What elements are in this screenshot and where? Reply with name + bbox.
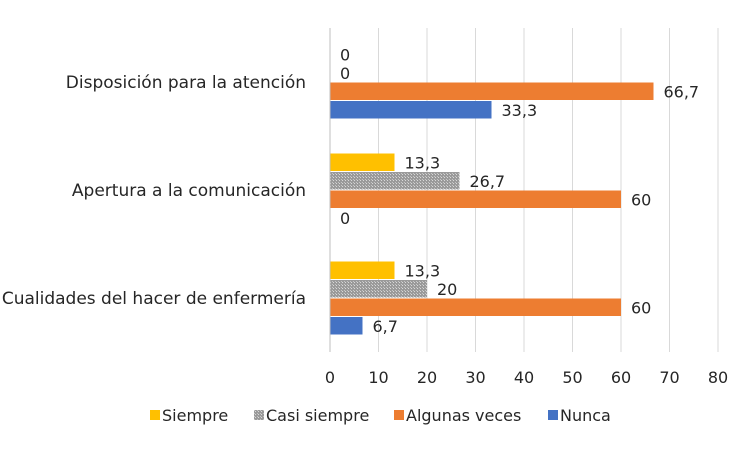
- data-label: 13,3: [405, 261, 441, 280]
- x-tick-label: 50: [562, 368, 582, 387]
- x-tick-label: 0: [325, 368, 335, 387]
- x-tick-label: 60: [611, 368, 631, 387]
- bar-algunas-veces: [330, 190, 621, 208]
- bar-siempre: [330, 261, 395, 279]
- data-label: 66,7: [663, 82, 699, 101]
- bar-casi-siempre: [330, 280, 427, 298]
- data-label: 0: [340, 209, 350, 228]
- data-label: 20: [437, 280, 457, 299]
- x-tick-label: 40: [514, 368, 534, 387]
- data-label: 26,7: [469, 172, 505, 191]
- legend: Siempre Casi siempre Algunas veces Nunca: [150, 406, 611, 425]
- legend-label: Nunca: [560, 406, 611, 425]
- category-label: Apertura a la comunicación: [72, 181, 306, 201]
- data-label: 0: [340, 64, 350, 83]
- bar-algunas-veces: [330, 298, 621, 316]
- data-label: 33,3: [502, 101, 538, 120]
- gridlines: [378, 28, 719, 352]
- bar-nunca: [330, 317, 363, 335]
- data-label: 13,3: [405, 153, 441, 172]
- bar-siempre: [330, 153, 395, 171]
- axes: 0 10 20 30 40 50 60 70 80 Disposición para la ate…: [2, 28, 728, 387]
- bar-casi-siempre: [330, 172, 460, 190]
- x-tick-label: 80: [708, 368, 728, 387]
- data-label: 60: [631, 190, 651, 209]
- data-label: 60: [631, 298, 651, 317]
- legend-swatch: [548, 410, 558, 420]
- x-tick-label: 10: [368, 368, 388, 387]
- legend-swatch: [150, 410, 160, 420]
- legend-label: Siempre: [162, 406, 228, 425]
- legend-swatch: [394, 410, 404, 420]
- category-label: Disposición para la atención: [66, 73, 306, 93]
- data-label: 6,7: [372, 317, 397, 336]
- bars: [330, 82, 654, 335]
- legend-label: Algunas veces: [406, 406, 521, 425]
- legend-label: Casi siempre: [266, 406, 369, 425]
- x-tick-label: 20: [417, 368, 437, 387]
- category-label: Cualidades del hacer de enfermería: [2, 289, 306, 309]
- legend-swatch: [254, 410, 264, 420]
- bar-nunca: [330, 101, 492, 119]
- x-tick-label: 70: [659, 368, 679, 387]
- bar-algunas-veces: [330, 82, 654, 100]
- x-tick-label: 30: [465, 368, 485, 387]
- data-label: 0: [340, 45, 350, 64]
